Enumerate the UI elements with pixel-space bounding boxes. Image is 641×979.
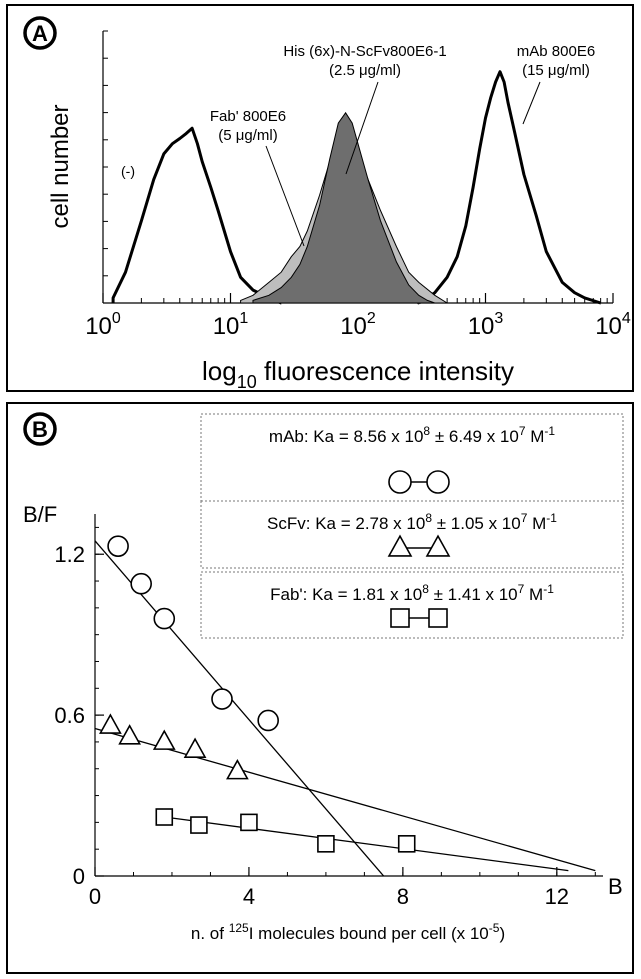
x-tick-label: 103 (468, 310, 504, 340)
x-tick-label: 0 (89, 884, 101, 909)
legend-symbol-circle (426, 470, 450, 494)
histogram-outline-3 (417, 70, 603, 305)
panel-badge-letter: B (32, 417, 48, 442)
data-point-square (240, 813, 258, 832)
legend-symbol-triangle (425, 534, 451, 557)
annotation-scfv-name: His (6x)-N-ScFv800E6-1 (283, 43, 446, 60)
legend-box-square (200, 571, 624, 639)
legend-symbol-triangle (387, 534, 413, 557)
legend-text-circle: mAb: Ka = 8.56 x 108 ± 6.49 x 107 M-1 (269, 424, 555, 446)
data-point-circle (107, 535, 129, 557)
x-tick-label: 101 (213, 310, 249, 340)
data-point-triangle (152, 729, 176, 750)
data-point-circle (153, 607, 176, 630)
x-tick-label: 4 (243, 884, 255, 909)
x-axis-label: log10 fluorescence intensity (202, 356, 514, 392)
y-tick-label: 1.2 (54, 542, 85, 567)
data-point-circle (130, 572, 152, 595)
data-point-square (190, 816, 208, 834)
legend-box-circle (200, 413, 624, 503)
panel-badge-circle (23, 16, 57, 50)
data-point-triangle (118, 724, 141, 745)
annotation-fab-conc: (5 μg/ml) (218, 127, 277, 144)
annotation-mab-conc: (15 μg/ml) (522, 62, 590, 79)
legend-text-triangle: ScFv: Ka = 2.78 x 108 ± 1.05 x 107 M-1 (267, 511, 557, 533)
data-point-circle (257, 709, 279, 732)
data-point-square (155, 808, 174, 826)
legend-text-square: Fab': Ka = 1.81 x 108 ± 1.41 x 107 M-1 (270, 582, 554, 604)
data-point-circle (211, 688, 233, 710)
x-axis-label: n. of 125I molecules bound per cell (x 1… (191, 921, 505, 943)
y-axis-label: cell number (47, 104, 74, 228)
fit-line-circle (94, 540, 385, 877)
x-tick-label: 104 (595, 310, 631, 340)
fit-line-triangle (94, 727, 596, 872)
annotation-negative: (-) (121, 163, 135, 179)
legend-symbol-circle (388, 470, 412, 494)
y-tick-label: 0 (73, 864, 85, 889)
x-axis-corner-label: B (608, 874, 623, 899)
y-axis-label: B/F (23, 502, 57, 527)
legend-box-triangle (200, 500, 624, 569)
fit-line-square (164, 816, 569, 872)
annotation-scfv-pointer (345, 81, 379, 175)
x-tick-label: 102 (340, 310, 376, 340)
panel-badge-circle (23, 412, 57, 446)
data-point-triangle (183, 737, 207, 758)
histogram-chart: A 100 101 102 103 104 (-) Fab' 800E6 (5 μg/ml) Hi… (23, 16, 631, 392)
annotation-scfv-conc: (2.5 μg/ml) (329, 62, 401, 79)
data-point-triangle (99, 713, 122, 734)
data-point-square (397, 835, 416, 853)
y-tick-label: 0.6 (54, 703, 85, 728)
legend-symbol-square (428, 608, 448, 628)
annotation-fab-name: Fab' 800E6 (210, 108, 286, 125)
x-tick-label: 100 (85, 310, 121, 340)
annotation-fab-pointer (265, 145, 305, 247)
x-tick-label: 8 (397, 884, 409, 909)
histogram-scfv-fill (252, 111, 435, 304)
annotation-mab-pointer (522, 81, 541, 125)
histogram-outline-0 (111, 126, 283, 305)
scatchard-chart: B 0 0.6 1.2 0 4 8 12 B/F Bn. of 125I molecules bo… (23, 412, 624, 943)
data-point-triangle (226, 758, 249, 780)
panel-badge-letter: A (32, 21, 48, 46)
data-point-square (317, 835, 335, 853)
panel-a: A 100 101 102 103 104 (-) Fab' 800E6 (5 μg/ml) Hi… (6, 4, 634, 392)
annotation-mab-name: mAb 800E6 (517, 43, 595, 60)
x-tick-label: 12 (545, 884, 569, 909)
legend-symbol-square (390, 608, 410, 628)
